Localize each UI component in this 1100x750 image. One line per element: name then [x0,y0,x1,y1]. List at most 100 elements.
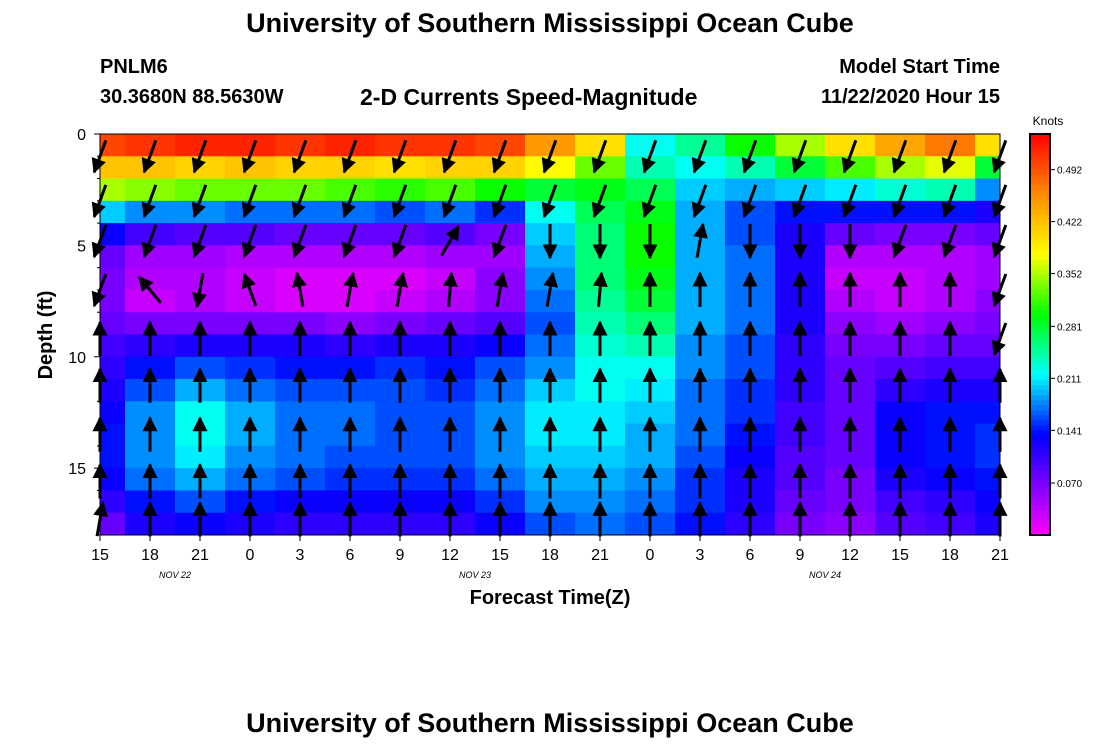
heatmap-cell [125,245,176,269]
colorbar: 0.492 0.422 0.352 0.281 0.211 0.141 0.070 [1029,133,1082,536]
colorbar-band [1030,179,1050,185]
current-vector-arrow [141,184,158,219]
current-vector-arrow [391,224,408,259]
colorbar-band [1030,224,1050,230]
heatmap-cell [100,401,126,425]
colorbar-band [1030,354,1050,361]
heatmap-cell [325,223,376,246]
current-vector-arrow [691,184,708,219]
colorbar-band [1030,234,1050,240]
current-vector-arrow [291,184,308,219]
current-vector-arrow [941,224,958,259]
heatmap-cell [100,490,126,514]
current-vector-arrow [741,139,758,174]
colorbar-band [1030,524,1050,531]
heatmap-cell [100,289,126,313]
current-vector-arrow [591,139,608,174]
y-tick-label: 10 [68,350,86,367]
colorbar-band [1030,159,1050,165]
current-vector-arrow [241,224,258,259]
heatmap-cell [575,445,626,469]
x-tick-label: 21 [991,547,1009,564]
heatmap-cell [675,445,726,469]
colorbar-band [1030,204,1050,210]
current-vector-arrow [241,139,258,174]
current-vector-arrow [741,184,758,219]
current-vector-arrow [891,184,908,219]
heatmap-cell [875,245,926,269]
heatmap-cell [275,223,326,246]
colorbar-band [1030,264,1050,270]
heatmap-cell [325,445,376,469]
current-vector-arrow [691,139,708,174]
date-label: NOV 23 [459,570,491,580]
colorbar-tick-label: 0.422 [1057,218,1082,229]
colorbar-band [1030,459,1050,466]
current-vector-arrow [141,224,158,259]
current-vector-arrow [841,139,858,174]
heatmap-cell [925,178,976,202]
heatmap-cell [100,200,126,224]
heatmap-cell [475,134,526,157]
heatmap-cell [225,134,276,157]
current-vector-arrow [393,271,408,307]
current-vector-arrow [592,271,608,308]
heatmap-cell [375,445,426,469]
heatmap-cell [975,134,1001,157]
colorbar-band [1030,434,1050,441]
heatmap-cell [475,289,526,313]
current-vector-arrow [191,184,208,219]
y-tick-label: 0 [77,127,86,144]
x-tick-label: 3 [296,547,305,564]
colorbar-tick-label: 0.281 [1057,322,1082,333]
current-vector-arrow [791,184,808,219]
heatmap-cell [975,512,1001,536]
current-vector-arrow [137,275,163,304]
y-tick-label: 15 [68,461,86,478]
colorbar-tick-label: 0.352 [1057,270,1082,281]
colorbar-band [1030,389,1050,396]
current-vector-arrow [693,222,708,258]
colorbar-band [1030,169,1050,175]
colorbar-band [1030,324,1050,330]
heatmap-cell [875,223,926,246]
current-vector-arrow [541,184,558,219]
colorbar-band [1030,279,1050,285]
heatmap-cell [475,401,526,425]
current-vector-arrow [891,224,908,259]
heatmap-cell [625,445,676,469]
colorbar-band [1030,359,1050,366]
colorbar-band [1030,334,1050,341]
heatmap-cell [100,512,126,536]
colorbar-band [1030,314,1050,320]
colorbar-band [1030,284,1050,290]
heatmap-cell [475,445,526,469]
current-vector-arrow [141,139,158,174]
colorbar-band [1030,329,1050,335]
x-tick-label: 15 [91,547,109,564]
colorbar-band [1030,419,1050,426]
colorbar-frame [1029,133,1051,536]
heatmap-cell [375,178,426,202]
x-tick-label: 15 [891,547,909,564]
colorbar-band [1030,194,1050,200]
heatmap-cell [175,245,226,269]
colorbar-band [1030,269,1050,275]
heatmap-cell [875,134,926,157]
colorbar-band [1030,394,1050,401]
heatmap-cell [725,401,776,425]
heatmap-cell [525,178,576,202]
heatmap-cell [725,178,776,202]
colorbar-band [1030,424,1050,431]
colorbar-band [1030,259,1050,265]
heatmap-cell [525,289,576,313]
colorbar-band [1030,364,1050,371]
colorbar-band [1030,444,1050,451]
y-axis-label: Depth (ft) [35,291,57,380]
heatmap-cell [100,223,126,246]
heatmap-cell [225,401,276,425]
colorbar-band [1030,489,1050,496]
colorbar-band [1030,509,1050,516]
colorbar-band [1030,219,1050,225]
